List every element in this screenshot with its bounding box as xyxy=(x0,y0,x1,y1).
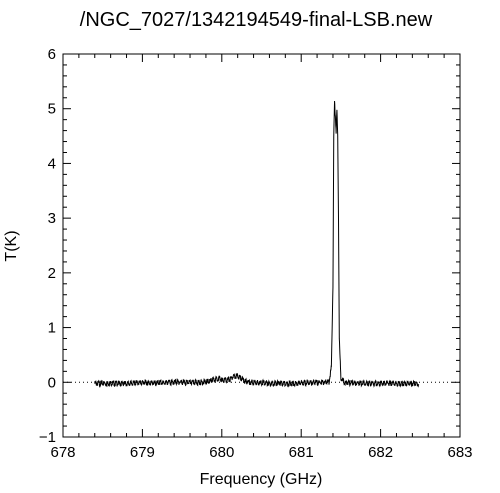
y-tick-label: 5 xyxy=(48,101,56,118)
x-axis-label: Frequency (GHz) xyxy=(200,471,323,488)
x-tick-label: 678 xyxy=(50,444,75,461)
y-tick-label: −1 xyxy=(39,429,56,446)
y-tick-label: 3 xyxy=(48,210,56,227)
x-tick-label: 682 xyxy=(368,444,393,461)
x-tick-labels: 678 679 680 681 682 683 xyxy=(50,444,472,461)
y-tick-label: 2 xyxy=(48,265,56,282)
y-axis-label: T(K) xyxy=(3,230,20,261)
x-tick-label: 681 xyxy=(289,444,314,461)
x-tick-label: 680 xyxy=(209,444,234,461)
x-tick-label: 679 xyxy=(130,444,155,461)
axis-ticks xyxy=(62,53,461,438)
y-tick-label: 4 xyxy=(48,155,56,172)
y-tick-label: 1 xyxy=(48,320,56,337)
y-tick-label: 6 xyxy=(48,46,56,63)
y-tick-label: 0 xyxy=(48,374,56,391)
plot-frame xyxy=(62,53,461,438)
y-tick-labels: −1 0 1 2 3 4 5 6 xyxy=(39,46,56,446)
x-tick-label: 683 xyxy=(447,444,472,461)
chart-title: /NGC_7027/1342194549-final-LSB.new xyxy=(80,9,433,31)
series-line xyxy=(94,100,420,388)
